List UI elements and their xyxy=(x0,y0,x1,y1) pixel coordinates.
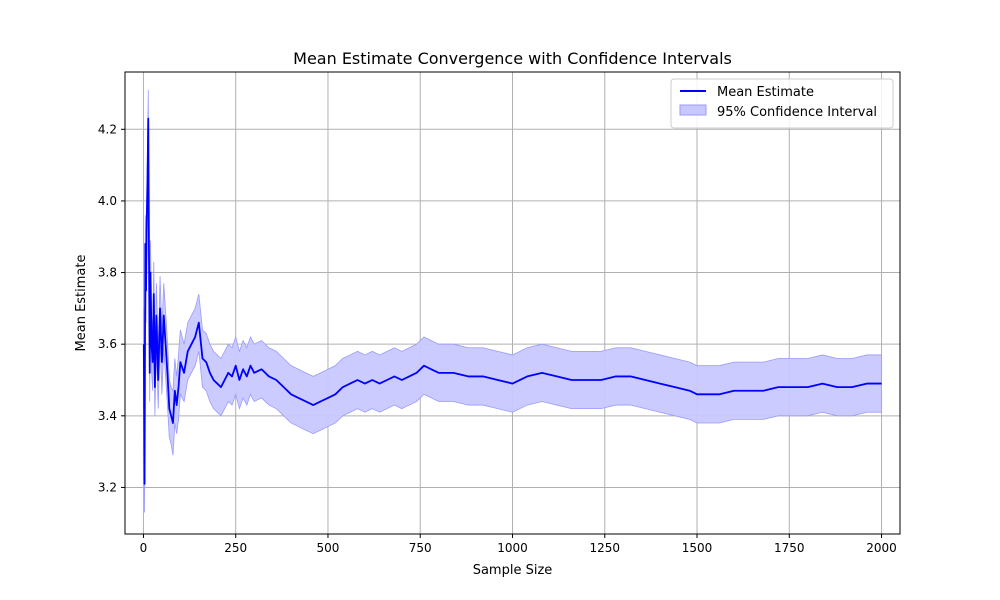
x-tick-label: 1750 xyxy=(774,541,805,555)
x-tick-label: 250 xyxy=(224,541,247,555)
x-tick-label: 1500 xyxy=(682,541,713,555)
x-tick-label: 750 xyxy=(409,541,432,555)
x-tick-label: 2000 xyxy=(866,541,897,555)
legend-box xyxy=(670,78,894,129)
x-axis-label: Sample Size xyxy=(473,563,553,578)
y-tick-label: 4.0 xyxy=(98,194,117,208)
y-tick-label: 3.4 xyxy=(98,409,117,423)
line-layer xyxy=(142,117,882,485)
band-layer xyxy=(143,89,882,513)
y-tick-label: 3.2 xyxy=(98,480,117,494)
chart-title: Mean Estimate Convergence with Confidenc… xyxy=(293,49,732,68)
y-tick-label: 4.2 xyxy=(98,122,117,136)
x-tick-label: 0 xyxy=(140,541,148,555)
legend-band-swatch xyxy=(679,104,707,116)
y-tick-label: 3.8 xyxy=(98,266,117,280)
x-tick-label: 500 xyxy=(317,541,340,555)
y-tick-label: 3.6 xyxy=(98,337,117,351)
legend-label-mean: Mean Estimate xyxy=(717,85,814,100)
tick-layer: 0 250 500 750 1000 1250 1500 1750 2000 3.2 3.4 3.6 3… xyxy=(98,122,897,555)
legend: Mean Estimate 95% Confidence Interval xyxy=(670,78,894,129)
x-tick-label: 1250 xyxy=(589,541,620,555)
legend-label-ci: 95% Confidence Interval xyxy=(717,105,877,120)
confidence-interval-band xyxy=(143,89,882,513)
y-axis-label: Mean Estimate xyxy=(74,255,89,352)
mean-estimate-line xyxy=(142,117,882,485)
x-tick-label: 1000 xyxy=(497,541,528,555)
